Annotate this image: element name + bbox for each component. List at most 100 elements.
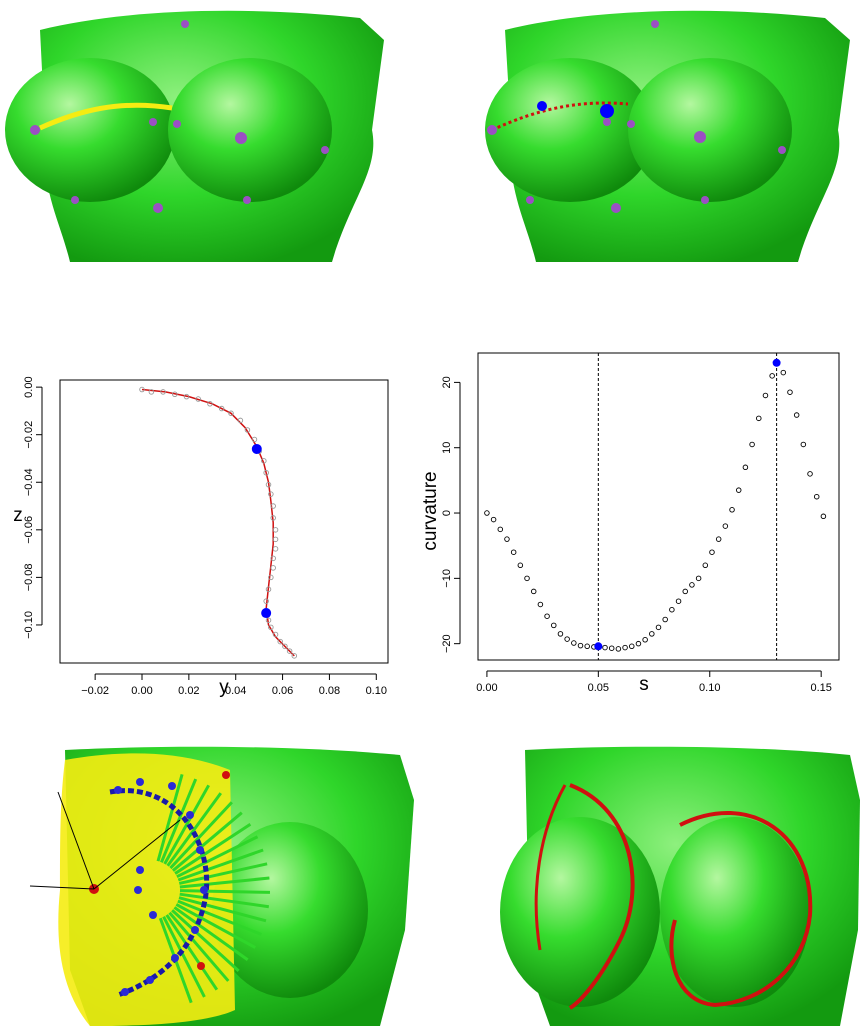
x-axis-title: s	[639, 674, 649, 695]
hatch-line	[166, 792, 222, 867]
data-point	[608, 645, 615, 651]
hatch-line	[176, 835, 259, 879]
data-point	[272, 527, 279, 533]
data-point	[800, 441, 807, 448]
highlight-point	[261, 608, 272, 619]
right-breast	[660, 817, 810, 1007]
data-point	[272, 536, 279, 543]
x-tick-label: −0.02	[81, 685, 109, 697]
curvature-plot: 0.00 0.05 0.10 0.15 −20 −10 0 10 20 s curvature	[420, 340, 860, 700]
y-tick-label: −10	[441, 569, 453, 588]
data-point	[537, 601, 544, 608]
hatch-line	[165, 914, 219, 991]
data-point	[244, 427, 251, 433]
data-point	[218, 405, 225, 412]
y-tick-label: 10	[441, 442, 453, 454]
vertical-lines	[597, 353, 778, 660]
data-point	[669, 606, 675, 613]
y-axis-title: z	[13, 505, 23, 526]
data-point	[263, 469, 269, 476]
data-point	[268, 624, 274, 631]
profile-plot: −0.02 0.00 0.02 0.04 0.06 0.08 0.10 0.00 −0.02 −0…	[0, 360, 430, 700]
x-tick-label: 0.15	[810, 682, 831, 694]
profile-plot-svg: −0.02 0.00 0.02 0.04 0.06 0.08 0.10 0.00 −0.02 −0…	[13, 376, 389, 698]
data-point	[602, 644, 608, 651]
yellow-region	[58, 753, 235, 1026]
data-point	[270, 503, 276, 509]
hatch-line	[162, 916, 206, 998]
data-points	[139, 386, 298, 659]
y-tick-label: 0.00	[23, 376, 35, 397]
data-point	[807, 471, 813, 477]
blue-point	[600, 104, 614, 118]
data-points	[484, 360, 827, 652]
plot-frame	[477, 352, 840, 661]
data-point	[551, 622, 557, 629]
data-point	[689, 582, 695, 588]
data-point	[571, 640, 577, 646]
data-point	[820, 513, 827, 520]
data-point	[504, 536, 510, 542]
data-point	[265, 481, 272, 488]
left-breast	[485, 58, 655, 202]
data-point	[622, 644, 628, 651]
torso-mesh-svg-c	[29, 746, 414, 1026]
data-point	[577, 642, 584, 649]
data-point	[709, 549, 715, 555]
y-tick-label: −0.08	[23, 563, 35, 591]
hatch-line	[177, 899, 262, 936]
data-point	[557, 631, 564, 637]
y-tick-label: −0.04	[23, 468, 35, 496]
data-point	[722, 523, 729, 529]
data-point	[272, 546, 279, 552]
data-point	[780, 369, 787, 376]
data-point	[642, 637, 648, 643]
data-point	[172, 391, 178, 398]
hatch-line	[177, 848, 264, 882]
data-point	[265, 617, 272, 623]
data-point	[635, 640, 642, 647]
data-point	[148, 389, 155, 395]
yellow-curve	[38, 102, 173, 131]
highlight-point	[772, 358, 781, 367]
torso-mesh-svg-a	[5, 10, 384, 263]
plot-axes: 0.00 0.05 0.10 0.15 −20 −10 0 10 20	[441, 376, 832, 694]
data-point	[490, 516, 497, 523]
hatch-line	[163, 784, 210, 865]
y-tick-label: −0.02	[23, 421, 35, 449]
data-point	[286, 648, 293, 654]
landmarks	[30, 20, 329, 213]
hatch-line	[178, 896, 267, 923]
data-point	[769, 373, 775, 379]
hatch-line	[156, 773, 184, 862]
data-point	[729, 507, 735, 513]
data-point	[749, 441, 755, 448]
data-point	[762, 392, 769, 399]
highlight-point	[251, 443, 262, 454]
data-point	[183, 393, 190, 400]
data-point	[195, 396, 201, 402]
data-point	[270, 565, 276, 571]
red-boundary-left	[568, 783, 635, 1010]
data-point	[564, 636, 570, 642]
hatch-line	[179, 889, 271, 894]
data-point	[682, 588, 688, 595]
right-breast	[168, 58, 332, 202]
blue-point	[537, 101, 547, 111]
data-point	[139, 386, 145, 393]
x-tick-label: 0.02	[178, 685, 199, 697]
x-tick-label: 0.00	[131, 685, 152, 697]
hatch-line	[171, 811, 243, 872]
hatch-line	[179, 892, 270, 909]
x-tick-label: 0.00	[476, 682, 497, 694]
blue-points	[114, 778, 208, 996]
torso-mesh-panel-bottom-left	[0, 740, 420, 1026]
x-tick-label: 0.10	[366, 685, 387, 697]
data-point	[272, 631, 279, 638]
x-axis-title: y	[219, 677, 229, 698]
torso-mesh-icon	[470, 0, 860, 285]
data-point	[237, 417, 244, 424]
hatch-line	[169, 801, 233, 870]
data-point	[813, 493, 820, 500]
x-tick-label: 0.04	[225, 685, 246, 697]
